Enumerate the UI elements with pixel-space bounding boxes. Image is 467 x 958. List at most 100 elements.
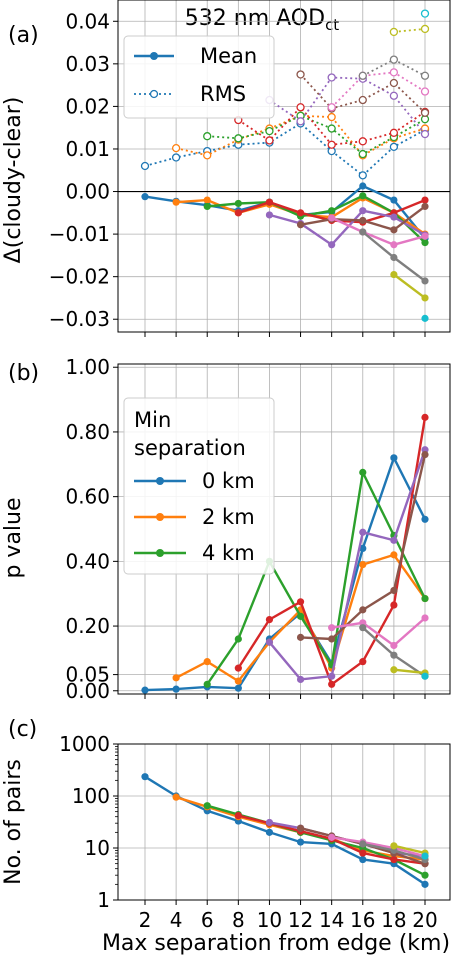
mean-series-0-line (144, 184, 426, 240)
rms-series-0-point (140, 161, 150, 171)
mean-series-6-point (421, 232, 429, 240)
mean-series-8-point (390, 270, 398, 279)
pvalue-series-2-point (296, 612, 305, 620)
x-tick-label: 12 (288, 908, 313, 932)
pairs-series-4-point (265, 818, 274, 827)
pairs-series-6-point (328, 833, 336, 841)
pvalue-series-3-point (359, 658, 367, 666)
pvalue-series-8-point (390, 666, 398, 674)
pvalue-series-6-point (328, 624, 336, 632)
mean-series-9-point (421, 314, 429, 322)
ylabel-c: No. of pairs (1, 759, 26, 885)
rms-series-3-point (265, 136, 274, 145)
mean-series-7-point (359, 228, 367, 236)
legend-b-label: 2 km (202, 505, 255, 529)
pairs-series-5-point (296, 824, 305, 832)
y-tick-label: 0.00 (65, 679, 110, 703)
x-tick-label: 18 (381, 908, 406, 932)
xlabel: Max separation from edge (km) (102, 931, 450, 956)
pvalue-series-9-point (421, 672, 429, 680)
legend-mean-marker (150, 52, 158, 60)
pvalue-series-4-point (328, 672, 336, 680)
rms-series-6-point (327, 103, 336, 112)
pvalue-series-1-point (172, 674, 180, 682)
panel-label-b: (b) (8, 361, 39, 386)
panel-a: 0.04 0.03 0.02 0.01 0.00 −0.01 −0.02 −0.03 Mean R… (49, 0, 451, 337)
pvalue-series-4-point (296, 675, 305, 684)
mean-series-7-point (390, 253, 398, 262)
y-tick-label: 1.00 (65, 355, 110, 379)
pairs-series-0-point (421, 880, 429, 888)
pvalue-series-4-point (390, 536, 398, 544)
mean-series-4-line (269, 209, 426, 247)
panel-b: 1.00 0.80 0.60 0.40 0.20 0.050.00 Min separatio… (65, 355, 451, 703)
pvalue-series-0-point (359, 544, 367, 553)
pairs-series-0-line (144, 775, 426, 886)
pairs-series-3-point (234, 811, 242, 820)
legend-b-label: 4 km (202, 541, 255, 565)
rms-series-6-point (389, 68, 399, 77)
pvalue-series-1-point (203, 658, 211, 666)
y-tick-label: −0.01 (49, 222, 110, 246)
mean-series-8-line (393, 273, 426, 299)
pvalue-series-3-point (328, 680, 336, 688)
mean-series-2-point (359, 192, 367, 200)
mean-series-2-point (328, 207, 336, 215)
rms-series-3-point (296, 103, 305, 112)
rms-series-0-point (171, 153, 181, 162)
legend-b-title-line: separation (134, 436, 246, 460)
pairs-series-0-point (359, 855, 367, 864)
pvalue-series-1-point (390, 551, 398, 559)
rms-series-2-point (358, 149, 367, 159)
rms-series-2-point (234, 134, 243, 143)
mean-series-4-point (265, 211, 274, 219)
pvalue-series-3-point (296, 598, 305, 606)
mean-series-4-point (390, 213, 398, 221)
y-tick-label: 0.60 (65, 485, 110, 509)
rms-series-5-point (296, 70, 305, 79)
rms-series-4-point (420, 129, 430, 139)
mean-series-2-point (234, 199, 242, 208)
y-tick-label: 0.00 (65, 180, 110, 204)
pvalue-series-8-line (393, 668, 426, 675)
mean-series-2-line (207, 194, 426, 244)
legend-b-title-line: Min (134, 408, 171, 432)
y-tick-label: 0.80 (65, 420, 110, 444)
axes-frame (117, 363, 451, 695)
rms-series-2-line (207, 114, 426, 156)
y-tick-label: 0.05 (65, 663, 110, 687)
pairs-series-0-point (141, 773, 149, 781)
rms-series-2-point (327, 124, 336, 133)
mean-series-0-point (141, 193, 149, 201)
x-tick-label: 6 (201, 908, 214, 932)
pvalue-series-6-point (390, 641, 398, 650)
panel-label-a: (a) (8, 23, 39, 48)
pvalue-series-5-point (421, 450, 429, 459)
rms-series-5-line (299, 73, 426, 114)
pairs-series-2-point (421, 871, 429, 879)
pairs-series-7-point (359, 840, 367, 848)
mean-series-7-point (421, 277, 429, 285)
x-tick-label: 4 (170, 908, 183, 932)
rms-series-4-point (296, 117, 305, 126)
rms-series-0-point (389, 142, 399, 151)
pvalue-series-4-line (268, 449, 427, 681)
rms-series-8-point (389, 27, 399, 37)
y-tick-label: 10 (85, 836, 110, 860)
mean-series-0-point (359, 182, 367, 190)
pvalue-series-4-point (359, 528, 367, 536)
y-tick-label: 1000 (59, 732, 110, 756)
x-tick-label: 2 (139, 908, 152, 932)
x-tick-label: 16 (350, 908, 375, 932)
pvalue-series-0-point (234, 684, 242, 692)
legend-rms-marker (149, 89, 159, 99)
rms-series-0-point (358, 171, 367, 180)
pairs-series-6-line (331, 836, 426, 858)
rms-series-0-line (144, 122, 426, 177)
mean-series-1-point (172, 198, 180, 206)
pairs-series-9-point (421, 852, 429, 860)
y-tick-label: −0.02 (49, 265, 110, 289)
pvalue-series-0-point (390, 454, 398, 462)
